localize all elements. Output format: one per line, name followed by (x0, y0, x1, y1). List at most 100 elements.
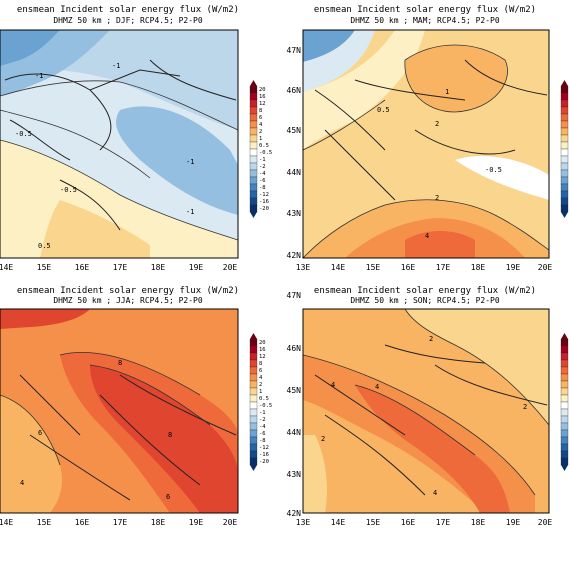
colorbar-level-label: 1 (259, 389, 262, 395)
map-subtitle: DHMZ 50 km ; DJF; RCP4.5; P2-P0 (53, 16, 202, 25)
contour-label: 4 (331, 381, 335, 389)
colorbar-level-label: -2 (259, 164, 266, 170)
panel-jja: ensmean Incident solar energy flux (W/m2… (0, 285, 285, 570)
colorbar-swatch (249, 85, 258, 94)
contour-label: 2 (523, 403, 527, 411)
contour-label: 4 (425, 232, 429, 240)
colorbar-level-label: -12 (259, 445, 269, 451)
colorbar-swatch (560, 429, 569, 438)
lon-label: 16E (401, 518, 416, 527)
contour-label: 0.5 (377, 106, 390, 114)
panel-son: ensmean Incident solar energy flux (W/m2… (285, 285, 570, 570)
colorbar-level-label: -2 (259, 417, 266, 423)
colorbar-swatch (249, 415, 258, 424)
contour-label: -1 (186, 208, 194, 216)
contour-field (303, 309, 549, 513)
colorbar-swatch (249, 134, 258, 143)
lon-label: 20E (538, 263, 553, 272)
colorbar-bottom-arrow (561, 212, 568, 218)
panel-djf: ensmean Incident solar energy flux (W/m2… (0, 0, 285, 285)
colorbar-level-label: 2 (259, 129, 262, 135)
colorbar-level-label: 4 (259, 122, 263, 128)
lat-label: 43N (287, 209, 302, 218)
colorbar-swatch (249, 155, 258, 164)
lat-label: 43N (287, 470, 302, 479)
lon-label: 14E (0, 263, 13, 272)
lon-axis: 13E 14E 15E 16E 17E 18E 19E 20E (296, 263, 553, 272)
colorbar-level-label: -12 (259, 192, 269, 198)
lon-label: 17E (436, 518, 451, 527)
lon-label: 19E (189, 518, 204, 527)
colorbar-swatch (560, 443, 569, 452)
colorbar-swatch (249, 183, 258, 192)
colorbar-level-label: 0.5 (259, 143, 269, 149)
colorbar-swatch (560, 352, 569, 361)
lat-label: 42N (287, 509, 302, 518)
colorbar-swatch (560, 176, 569, 185)
colorbar-swatch (249, 176, 258, 185)
colorbar-level-label: -6 (259, 431, 266, 437)
colorbar-level-label: 1 (259, 136, 262, 142)
lat-label: 42N (287, 251, 302, 260)
colorbar-swatch (249, 106, 258, 115)
colorbar-swatch (249, 443, 258, 452)
panel-mam: ensmean Incident solar energy flux (W/m2… (285, 0, 570, 285)
colorbar-swatch (249, 345, 258, 354)
colorbar-swatch (249, 169, 258, 178)
colorbar-swatch (249, 373, 258, 382)
colorbar-bottom-arrow (561, 465, 568, 471)
contour-label: 1 (445, 88, 449, 96)
map-subtitle: DHMZ 50 km ; SON; RCP4.5; P2-P0 (350, 296, 499, 305)
colorbar-level-label: -16 (259, 452, 269, 458)
lat-label: 46N (287, 344, 302, 353)
colorbar-level-label: -8 (259, 185, 266, 191)
lon-label: 15E (366, 263, 381, 272)
contour-label: -0.5 (485, 166, 502, 174)
colorbar-swatch (560, 113, 569, 122)
lat-label: 46N (287, 86, 302, 95)
lon-label: 16E (401, 263, 416, 272)
map-title: ensmean Incident solar energy flux (W/m2… (17, 286, 239, 296)
colorbar-level-label: 12 (259, 354, 266, 360)
colorbar-level-label: 8 (259, 108, 262, 114)
colorbar-level-label: -1 (259, 157, 266, 163)
map-title: ensmean Incident solar energy flux (W/m2… (314, 5, 536, 15)
contour-label: 0.5 (38, 242, 51, 250)
colorbar-swatch (249, 113, 258, 122)
contour-label: 8 (118, 359, 122, 367)
colorbar-level-label: 16 (259, 94, 266, 100)
map-mam: ensmean Incident solar energy flux (W/m2… (287, 5, 569, 272)
colorbar-swatch (249, 408, 258, 417)
lon-label: 13E (296, 263, 311, 272)
lon-label: 13E (296, 518, 311, 527)
colorbar-swatch (560, 373, 569, 382)
colorbar-swatch (249, 99, 258, 108)
lon-label: 20E (223, 263, 238, 272)
colorbar-swatch (560, 436, 569, 445)
lon-label: 17E (113, 263, 128, 272)
colorbar-level-label: 12 (259, 101, 266, 107)
contour-label: 6 (38, 429, 42, 437)
map-djf: ensmean Incident solar energy flux (W/m2… (0, 5, 272, 272)
contour-field (0, 309, 238, 513)
lon-axis: 14E 15E 16E 17E 18E 19E 20E (0, 518, 237, 527)
colorbar-swatch (249, 197, 258, 206)
colorbar-level-label: -1 (259, 410, 266, 416)
colorbar-top-arrow (561, 80, 568, 86)
contour-label: 4 (375, 383, 379, 391)
colorbar-swatch (249, 338, 258, 347)
colorbar-swatch (560, 169, 569, 178)
lat-label: 44N (287, 168, 302, 177)
colorbar (560, 333, 569, 471)
colorbar-swatch (560, 401, 569, 410)
colorbar-bottom-arrow (250, 465, 257, 471)
contour-field (303, 30, 549, 258)
contour-label: 4 (20, 479, 24, 487)
colorbar-swatch (249, 387, 258, 396)
lon-label: 14E (331, 263, 346, 272)
colorbar-swatch (560, 387, 569, 396)
colorbar-swatch (560, 120, 569, 129)
lon-label: 15E (37, 263, 52, 272)
lon-label: 14E (0, 518, 13, 527)
